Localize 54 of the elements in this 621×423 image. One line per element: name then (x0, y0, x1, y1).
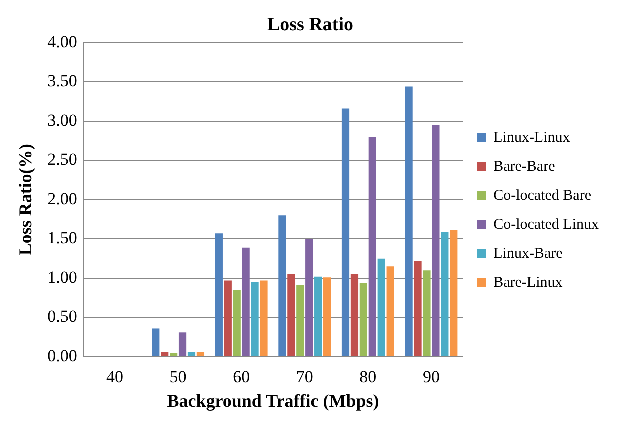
bar (242, 248, 250, 356)
bar (306, 239, 314, 356)
legend-label: Co-located Bare (494, 188, 592, 204)
bar (323, 278, 332, 356)
y-tick-label: 3.00 (48, 110, 78, 130)
bar (188, 352, 196, 356)
x-tick-label: 70 (296, 368, 314, 387)
y-tick-label: 1.50 (48, 228, 78, 248)
x-tick-label: 60 (233, 368, 250, 387)
bar (432, 125, 440, 356)
bar (278, 216, 286, 356)
y-tick-label: 4.00 (48, 32, 78, 52)
bar (405, 86, 413, 356)
bar (161, 352, 169, 356)
bar (178, 332, 187, 356)
y-tick-label: 0.50 (48, 307, 78, 326)
bar (260, 280, 268, 356)
bar (215, 234, 223, 356)
bar (386, 266, 394, 356)
x-tick-label: 40 (106, 368, 124, 387)
y-axis-title: Loss Ratio(%) (15, 144, 36, 256)
bar (350, 274, 359, 356)
y-tick-label: 2.50 (48, 150, 78, 170)
y-tick-label: 1.00 (48, 268, 78, 287)
legend-label: Linux-Linux (494, 130, 571, 146)
legend-label: Co-located Linux (494, 216, 600, 233)
bar (170, 353, 178, 356)
x-axis-title: Background Traffic (Mbps) (167, 390, 380, 411)
bar (152, 328, 160, 356)
legend-label: Bare-Bare (494, 158, 556, 175)
bar (196, 352, 205, 356)
bar (441, 232, 449, 356)
bar (368, 137, 376, 356)
y-tick-label: 3.50 (48, 72, 78, 91)
bar (360, 283, 368, 356)
bar (423, 270, 431, 356)
x-tick-label: 80 (360, 368, 377, 387)
bar (224, 280, 232, 356)
bar (450, 230, 458, 356)
y-tick-label: 0.00 (48, 346, 78, 366)
bar (314, 276, 322, 356)
bar (233, 290, 241, 356)
bar (342, 108, 350, 356)
legend-label: Bare-Linux (494, 274, 564, 291)
bar (378, 258, 386, 356)
chart-title: Loss Ratio (267, 14, 354, 36)
bar (414, 261, 422, 356)
x-tick-label: 50 (170, 368, 187, 387)
x-tick-label: 90 (422, 368, 440, 387)
bar (296, 286, 304, 356)
bar (288, 274, 296, 356)
y-tick-label: 2.00 (48, 189, 78, 208)
legend-label: Linux-Bare (494, 246, 564, 262)
bar (251, 282, 259, 356)
